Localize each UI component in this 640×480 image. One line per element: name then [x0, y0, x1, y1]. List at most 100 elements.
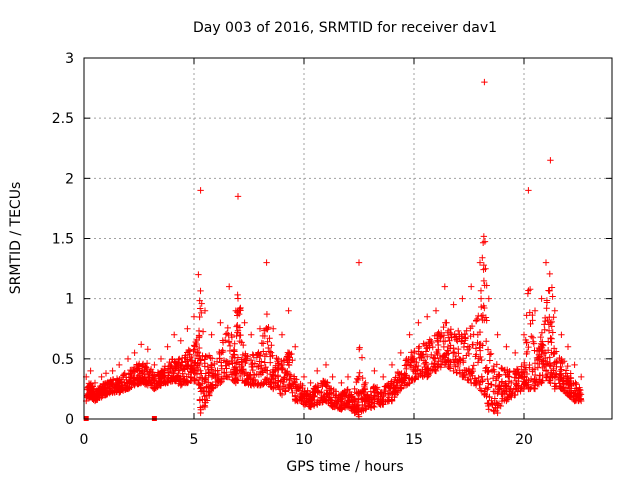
data-point — [185, 348, 192, 355]
data-point — [539, 346, 546, 354]
data-point — [537, 333, 544, 341]
data-point — [482, 385, 489, 392]
data-point — [477, 353, 484, 361]
data-point — [231, 340, 238, 347]
data-point — [424, 353, 431, 360]
data-point — [364, 392, 371, 399]
data-point — [286, 380, 293, 388]
y-tick-label: 1 — [65, 292, 74, 308]
data-point-low — [578, 397, 585, 405]
data-point-low — [248, 382, 255, 389]
data-point — [548, 323, 555, 330]
data-point — [87, 380, 95, 387]
data-point — [197, 287, 204, 295]
data-point — [541, 326, 548, 334]
data-point — [545, 338, 552, 345]
y-tick-label: 0 — [65, 412, 74, 428]
data-point — [339, 401, 346, 409]
data-point — [260, 348, 267, 355]
data-point — [399, 377, 407, 385]
data-point-low — [292, 397, 299, 405]
data-point-low — [415, 373, 422, 381]
data-point — [304, 387, 311, 394]
data-point — [529, 317, 536, 324]
data-point — [490, 407, 497, 415]
data-point — [468, 369, 475, 376]
data-point-peak — [512, 349, 519, 357]
data-point-low — [397, 385, 404, 393]
data-point — [92, 396, 100, 404]
data-point-peak — [184, 325, 191, 332]
data-point — [314, 388, 321, 395]
data-point — [565, 379, 572, 386]
data-point — [512, 370, 519, 377]
data-point — [472, 353, 479, 360]
y-tick-label: 2.5 — [52, 111, 74, 127]
data-point — [240, 341, 247, 349]
data-point-low — [171, 377, 178, 384]
data-point — [238, 361, 246, 369]
data-point-low — [109, 389, 116, 396]
data-point-peak — [362, 379, 369, 387]
data-point — [490, 388, 497, 395]
data-point-low — [362, 406, 369, 413]
data-point — [266, 348, 274, 355]
data-point — [472, 345, 480, 352]
data-point — [154, 383, 161, 391]
data-point — [351, 397, 359, 405]
data-point — [170, 369, 178, 377]
data-point — [186, 354, 194, 361]
data-point — [145, 373, 152, 381]
data-point — [171, 358, 178, 365]
data-point — [166, 368, 173, 376]
data-point-low — [285, 385, 292, 393]
data-point — [461, 366, 468, 374]
data-point-peak — [564, 343, 572, 350]
data-point-peak — [329, 373, 336, 381]
data-point — [526, 364, 533, 371]
data-point — [525, 287, 532, 294]
data-point — [469, 341, 477, 348]
data-point-low — [177, 382, 184, 389]
data-point-low — [234, 377, 242, 384]
data-point — [275, 384, 282, 391]
data-point-low — [307, 403, 314, 411]
data-point — [233, 323, 240, 330]
data-point — [196, 361, 203, 369]
data-point-peak — [551, 307, 558, 314]
data-point — [118, 376, 125, 384]
data-point-peak — [138, 341, 145, 348]
data-point — [461, 331, 468, 338]
data-point — [496, 385, 504, 392]
data-point-peak — [468, 283, 475, 290]
data-point — [486, 351, 494, 358]
data-point — [205, 391, 213, 399]
x-tick-label: 20 — [515, 432, 533, 448]
data-point — [545, 327, 553, 334]
data-point-peak — [424, 313, 431, 320]
data-point-low — [278, 391, 286, 399]
axis-ticks: 0 0.5 1 1.5 2 2.5 3 0 5 10 15 20 — [52, 51, 612, 448]
data-point-peak — [314, 367, 321, 375]
data-point — [191, 367, 198, 374]
data-point — [487, 381, 495, 388]
data-point-low — [450, 367, 457, 375]
data-point-low — [217, 379, 224, 387]
data-point-peak — [307, 379, 314, 387]
data-point — [232, 359, 240, 367]
data-point-low — [201, 403, 209, 411]
data-point-peak — [270, 325, 277, 332]
data-point-low — [116, 389, 123, 396]
data-point — [165, 372, 172, 379]
data-point — [332, 392, 339, 399]
data-point — [469, 372, 476, 379]
data-point — [503, 371, 511, 378]
data-point — [307, 397, 315, 404]
data-point-low — [226, 373, 233, 381]
data-point — [232, 370, 240, 378]
data-point — [259, 368, 266, 376]
x-axis-label: GPS time / hours — [286, 459, 403, 475]
data-point-low — [344, 403, 352, 411]
data-point — [495, 373, 502, 380]
